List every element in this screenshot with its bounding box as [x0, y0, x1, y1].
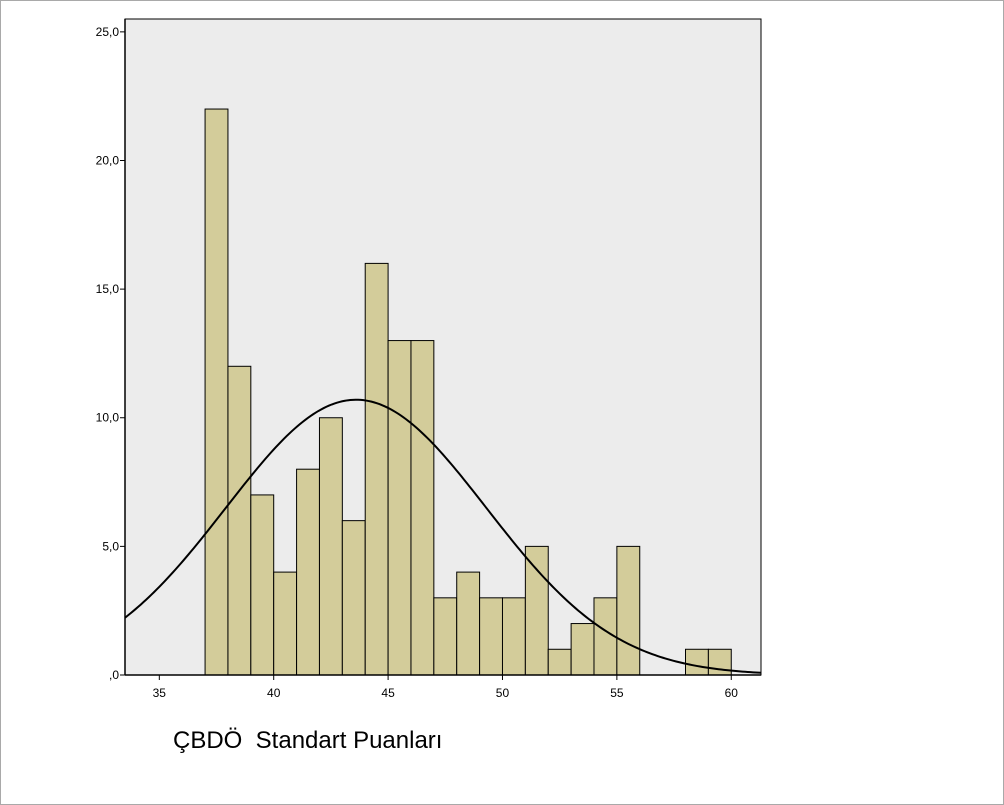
x-axis-ticks: 35 40 45 50 55 60	[153, 675, 739, 700]
histogram-bar	[524, 545, 549, 676]
histogram-bar	[296, 468, 320, 676]
x-tick-label: 35	[153, 686, 167, 700]
histogram-bar	[501, 597, 526, 676]
histogram-bar	[616, 545, 641, 676]
x-tick-label: 60	[725, 686, 739, 700]
y-tick-label: 25,0	[96, 25, 120, 39]
normal-curve	[124, 398, 762, 674]
histogram-bar	[227, 365, 252, 676]
histogram-bar	[410, 340, 435, 676]
y-tick-label: 20,0	[96, 153, 120, 167]
histogram-bar	[204, 108, 229, 676]
histogram-bar	[433, 597, 458, 676]
histogram-bar	[250, 494, 275, 676]
x-tick-label: 45	[381, 686, 395, 700]
histogram-bar	[456, 571, 481, 676]
histogram-bar	[387, 340, 412, 676]
histogram-bar	[341, 520, 366, 676]
y-tick-label: 10,0	[96, 411, 120, 425]
bars-layer	[204, 108, 732, 676]
histogram-bar	[364, 262, 389, 676]
y-axis-ticks: ,0 5,0 10,0 15,0 20,0 25,0	[96, 25, 125, 682]
x-tick-label: 50	[496, 686, 510, 700]
x-tick-label: 40	[267, 686, 281, 700]
histogram-bar	[570, 623, 595, 676]
histogram-bar	[273, 571, 298, 676]
y-tick-label: 5,0	[102, 539, 119, 553]
y-tick-label: 15,0	[96, 282, 120, 296]
x-axis-title: ÇBDÖ Standart Puanları	[173, 727, 442, 754]
x-tick-label: 55	[610, 686, 624, 700]
y-tick-label: ,0	[109, 668, 119, 682]
histogram-bar	[479, 597, 503, 676]
histogram-bar	[318, 417, 343, 676]
histogram-bar	[547, 648, 572, 676]
histogram-bar	[685, 648, 709, 676]
